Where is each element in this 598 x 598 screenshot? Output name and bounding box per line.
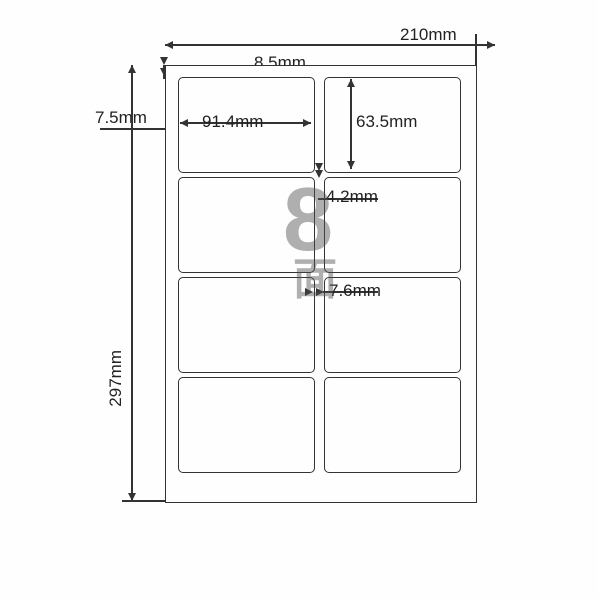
arrow [180, 119, 188, 127]
dim-label-width: 210mm [400, 25, 457, 45]
arrow [303, 119, 311, 127]
arrow [315, 170, 323, 178]
arrow [347, 79, 355, 87]
arrow [128, 65, 136, 73]
dim-line-top-margin [100, 128, 165, 130]
dim-label-vgap: 4.2mm [326, 187, 378, 207]
dim-label-cell-w: 91.4mm [202, 112, 263, 132]
arrow [487, 41, 495, 49]
dim-label-cell-h: 63.5mm [356, 112, 417, 132]
arrow [347, 161, 355, 169]
sheet-outline: 91.4mm 63.5mm 4.2mm 7.6mm [165, 65, 477, 503]
diagram-stage: 210mm 8.5mm 7.5mm 297mm 91.4mm 6 [0, 0, 598, 598]
label-cell [178, 177, 315, 273]
arrow [165, 41, 173, 49]
arrow [305, 288, 313, 296]
dim-tick [475, 34, 477, 66]
label-cell [324, 377, 461, 473]
dim-tick [122, 500, 166, 502]
label-cell [178, 377, 315, 473]
label-cell [178, 277, 315, 373]
dim-label-top-margin: 7.5mm [95, 108, 147, 128]
dim-line-height [131, 65, 133, 501]
dim-label-height: 297mm [106, 350, 126, 407]
dim-line-cell-h [350, 79, 352, 169]
dim-label-hgap: 7.6mm [329, 281, 381, 301]
arrow [160, 57, 168, 65]
